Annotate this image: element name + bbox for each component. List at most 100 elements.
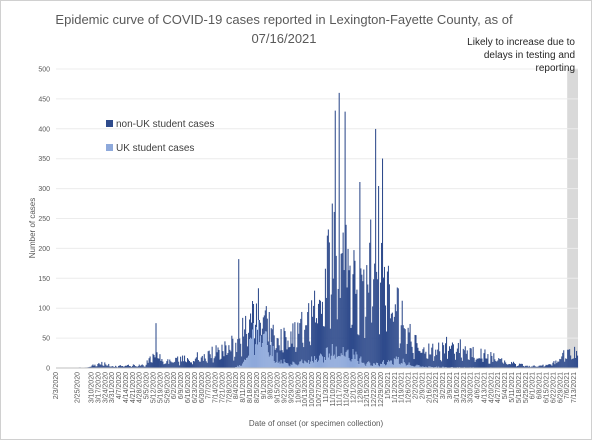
bar-non-uk [198,361,200,368]
bar-uk [253,355,256,368]
x-tick-label: 7/6/2021 [564,372,571,399]
bar-non-uk [107,365,109,368]
x-tick-label: 3/23/2021 [461,372,468,403]
bar-non-uk [128,365,130,368]
bar-non-uk [116,366,118,368]
bar-uk [346,350,348,368]
bar-non-uk [262,317,264,335]
bar-non-uk [273,335,275,362]
bar-non-uk [538,365,540,368]
bar-non-uk [437,349,439,368]
legend: non-UK student cases UK student cases [106,119,214,154]
bar-uk [270,341,272,368]
bar-non-uk [355,293,357,352]
bar-non-uk [246,333,248,358]
bar-non-uk [565,358,567,368]
bar-non-uk [472,346,474,368]
bar-uk [357,361,359,368]
bar-non-uk [348,270,350,358]
x-tick-label: 6/22/2021 [550,372,557,403]
bar-non-uk [571,359,573,368]
bar-non-uk [532,365,534,368]
bar-uk [265,331,267,368]
x-tick-label: 8/25/2020 [254,372,261,403]
bar-non-uk [343,270,345,356]
bar-non-uk [502,362,504,368]
bar-non-uk [491,355,493,368]
bar-non-uk [356,289,358,355]
x-tick-label: 3/10/2020 [88,372,95,403]
bar-uk [382,360,385,368]
bar-non-uk [431,347,433,368]
bar-non-uk [280,329,282,360]
bar-uk [292,361,294,368]
x-axis-ticks: 2/3/2020 2/25/2020 3/10/2020 3/17/2020 3/24/… [53,372,578,407]
bar-non-uk [518,363,520,368]
bar-uk [331,344,333,368]
bar-uk [314,356,316,368]
annotation-line-1: Likely to increase due to [467,37,575,48]
bar-uk [259,335,261,368]
bar-non-uk [487,354,489,368]
x-tick-label: 6/9/2020 [178,372,185,399]
bar-non-uk [137,366,139,368]
bar-non-uk [200,357,202,368]
bar-uk [295,364,297,368]
bar-non-uk [558,361,560,368]
bar-uk [389,360,391,368]
bar-non-uk [366,265,368,364]
bar-uk [327,357,329,368]
x-tick-label: 8/18/2020 [247,372,254,403]
bar-non-uk [454,359,456,368]
bar-non-uk [566,358,568,368]
bar-non-uk [178,361,180,368]
bar-uk [318,355,321,368]
bar-non-uk [510,364,512,368]
bar-non-uk [305,325,307,362]
x-tick-label: 12/22/2020 [371,372,378,407]
x-tick-label: 9/29/2020 [288,372,295,403]
bar-uk [396,359,398,368]
bar-non-uk [324,268,326,361]
x-tick-label: 1/26/2021 [406,372,413,403]
bar-non-uk [140,365,142,368]
bar-uk [359,358,361,368]
bar-non-uk [460,357,462,368]
bar-non-uk [292,323,294,362]
bar-non-uk [373,279,375,364]
y-tick-label: 300 [38,186,50,193]
bar-non-uk [418,350,420,366]
x-tick-label: 12/8/2020 [357,372,364,403]
bar-non-uk [550,364,552,368]
x-tick-label: 3/24/2020 [102,372,109,403]
bar-non-uk [310,345,312,362]
bar-non-uk [458,353,460,368]
bar-non-uk [288,347,290,366]
x-tick-label: 7/14/2020 [213,372,220,403]
bar-non-uk [429,354,431,367]
bar-uk [322,362,324,368]
bar-uk [341,355,343,368]
bar-uk [422,366,424,368]
bar-non-uk [180,356,182,368]
bar-non-uk [97,364,99,368]
bar-non-uk [210,358,212,368]
bar-uk [239,365,241,368]
bar-non-uk [413,359,415,367]
bar-non-uk [432,343,434,368]
annotation-line-2: delays in testing and [484,50,575,61]
bar-non-uk [170,361,172,368]
bar-non-uk [414,334,416,367]
bar-non-uk [352,274,354,350]
bar-non-uk [295,351,297,365]
bar-non-uk [468,359,470,368]
x-tick-label: 3/30/2021 [468,372,475,403]
bar-non-uk [379,334,381,367]
bar-non-uk [508,364,510,368]
reporting-delay-annotation: Likely to increase due to delays in test… [467,37,575,74]
bar-uk [352,349,354,368]
bar-non-uk [248,332,250,356]
bar-uk [408,362,410,368]
bar-non-uk [143,366,145,368]
bar-non-uk [235,342,237,368]
